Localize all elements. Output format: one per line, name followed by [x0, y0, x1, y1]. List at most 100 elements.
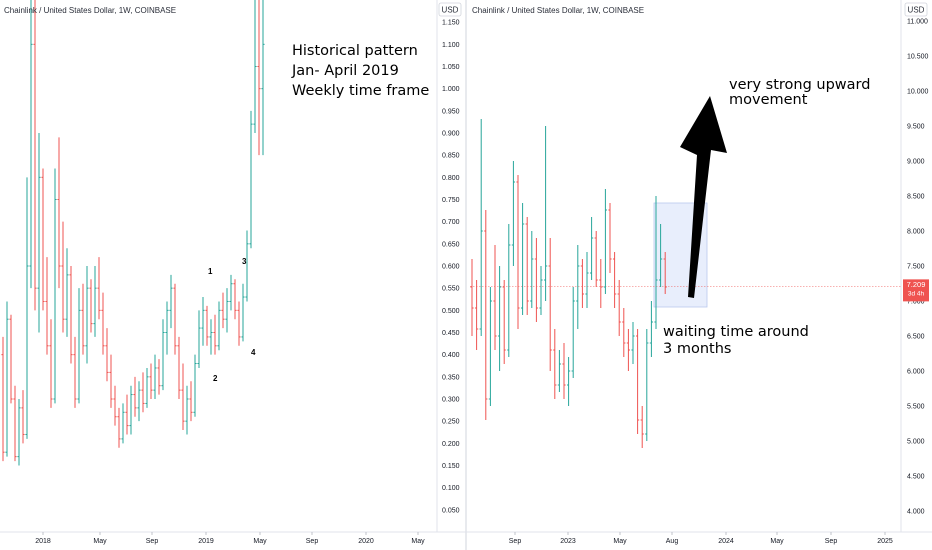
ohlc-bar — [576, 245, 580, 329]
ohlc-bar — [613, 252, 617, 308]
ohlc-bar — [498, 266, 502, 371]
ohlc-bar — [69, 266, 73, 364]
ohlc-bar — [49, 319, 53, 408]
ohlc-bar — [85, 266, 89, 364]
ohlc-bar — [257, 0, 261, 156]
ohlc-bar — [479, 119, 483, 336]
ohlc-bar — [599, 259, 603, 308]
annotation-upward-line-1: very strong upward — [729, 77, 870, 93]
ohlc-bar — [101, 292, 105, 355]
ohlc-bar — [149, 363, 153, 399]
y-tick-label: 0.950 — [442, 108, 460, 115]
x-tick-label: Sep — [146, 538, 159, 545]
ohlc-bar — [113, 385, 117, 426]
ohlc-bar — [590, 217, 594, 280]
y-tick-label: 0.600 — [442, 264, 460, 271]
ohlc-bar — [209, 319, 213, 355]
ohlc-bar — [185, 385, 189, 435]
ohlc-bar — [89, 279, 93, 333]
y-tick-label: 8.000 — [907, 229, 925, 236]
ohlc-bar — [493, 245, 497, 350]
ohlc-bar — [165, 301, 169, 355]
wave-label-1: 1 — [208, 267, 213, 276]
ohlc-bar — [197, 310, 201, 368]
ohlc-bar — [261, 0, 265, 156]
x-tick-label: 2019 — [198, 538, 214, 545]
ohlc-bar — [225, 288, 229, 333]
x-tick-label: 2018 — [35, 538, 51, 545]
ohlc-bar — [137, 381, 141, 422]
annotation-upward-line-2: movement — [729, 92, 808, 108]
ohlc-bar — [97, 257, 101, 320]
ohlc-bar — [626, 329, 630, 371]
ohlc-bar — [594, 231, 598, 287]
x-tick-label: May — [93, 538, 107, 545]
ohlc-bar — [153, 354, 157, 399]
left-price-axis: 1.150 1.100 1.050 1.000 0.950 0.900 0.850 0.800… — [442, 20, 460, 515]
ohlc-bar — [645, 329, 649, 441]
ohlc-bar — [81, 283, 85, 355]
ohlc-bar — [580, 259, 584, 308]
ohlc-bar — [73, 336, 77, 408]
ohlc-bar — [636, 329, 640, 434]
y-tick-label: 0.100 — [442, 485, 460, 492]
x-tick-label: May — [613, 538, 627, 545]
y-tick-label: 1.050 — [442, 64, 460, 71]
ohlc-bar — [534, 238, 538, 322]
y-tick-label: 1.000 — [442, 86, 460, 93]
ohlc-bar — [548, 238, 552, 371]
ohlc-bar — [93, 266, 97, 337]
y-tick-label: 6.500 — [907, 334, 925, 341]
ohlc-bar — [77, 288, 81, 404]
ohlc-bar — [133, 376, 137, 417]
y-tick-label: 0.300 — [442, 397, 460, 404]
y-tick-label: 8.500 — [907, 194, 925, 201]
right-time-axis: Sep 2023 May Aug 2024 May Sep 2025 — [509, 532, 893, 545]
annotation-waiting-line-1: waiting time around — [663, 324, 809, 340]
y-tick-label: 0.200 — [442, 441, 460, 448]
y-tick-label: 10.500 — [907, 54, 929, 61]
ohlc-bar — [539, 266, 543, 315]
ohlc-bar — [617, 280, 621, 336]
ohlc-bar — [488, 287, 492, 406]
right-currency-badge[interactable] — [904, 2, 928, 17]
y-tick-label: 9.500 — [907, 124, 925, 131]
left-currency-label: USD — [442, 6, 459, 15]
y-tick-label: 0.650 — [442, 241, 460, 248]
ohlc-bar — [161, 319, 165, 391]
ohlc-bar — [241, 283, 245, 342]
y-tick-label: 0.550 — [442, 286, 460, 293]
ohlc-bar — [553, 329, 557, 399]
ohlc-bar — [181, 363, 185, 431]
ohlc-bar — [475, 280, 479, 350]
y-tick-label: 0.700 — [442, 219, 460, 226]
left-currency-badge[interactable] — [438, 2, 462, 17]
y-tick-label: 9.000 — [907, 159, 925, 166]
ohlc-bar — [177, 336, 181, 399]
ohlc-bar — [169, 274, 173, 329]
annotation-line-1: Historical pattern — [292, 43, 418, 59]
ohlc-bar — [585, 252, 589, 308]
ohlc-bar — [45, 257, 49, 355]
ohlc-bar — [502, 280, 506, 364]
last-price-value: 7.209 — [907, 280, 926, 289]
ohlc-bar — [217, 301, 221, 351]
ohlc-bar — [562, 343, 566, 399]
right-price-axis: 11.000 10.500 10.000 9.500 9.000 8.500 8.000 7.… — [907, 19, 929, 516]
ohlc-bar — [516, 175, 520, 329]
y-tick-label: 0.150 — [442, 463, 460, 470]
ohlc-bar — [109, 354, 113, 408]
y-tick-label: 6.000 — [907, 369, 925, 376]
ohlc-bar — [229, 274, 233, 311]
y-tick-label: 0.350 — [442, 374, 460, 381]
upward-arrow — [680, 96, 727, 298]
x-tick-label: 2024 — [718, 538, 734, 545]
ohlc-bar — [25, 177, 29, 439]
y-tick-label: 0.500 — [442, 308, 460, 315]
y-tick-label: 7.000 — [907, 299, 925, 306]
y-tick-label: 0.750 — [442, 197, 460, 204]
ohlc-bar — [117, 407, 121, 448]
right-chart-header: Chainlink / United States Dollar, 1W, CO… — [472, 6, 644, 15]
ohlc-bar — [245, 230, 249, 302]
wave-label-2: 2 — [213, 374, 218, 383]
